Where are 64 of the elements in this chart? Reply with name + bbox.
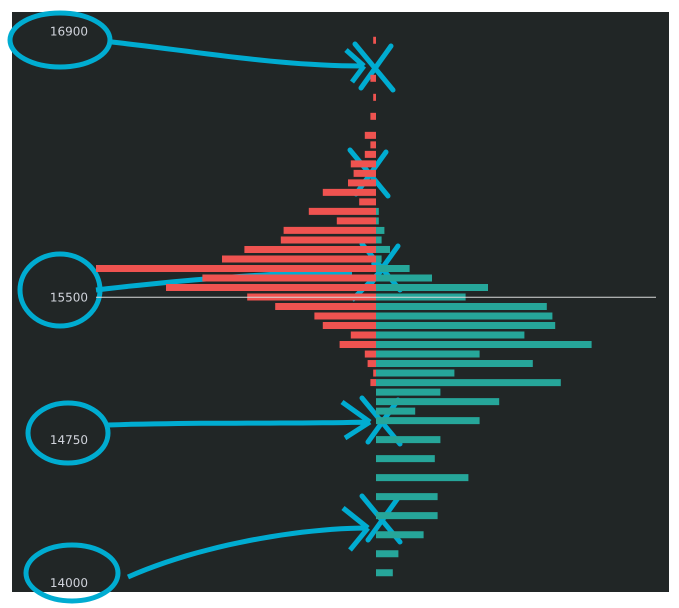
bar: [373, 94, 376, 101]
y-tick-label: 15500: [50, 290, 88, 305]
bar: [376, 360, 533, 368]
bar: [275, 303, 376, 310]
bar: [202, 274, 376, 282]
bar: [376, 531, 424, 538]
bar: [376, 217, 379, 224]
bar: [359, 198, 376, 206]
bar: [376, 312, 552, 320]
bar: [336, 217, 376, 224]
bar: [376, 436, 440, 444]
bar: [376, 255, 382, 262]
bar: [376, 569, 393, 576]
bar: [376, 455, 435, 462]
bar: [376, 417, 480, 424]
bar: [350, 160, 376, 168]
bar: [376, 341, 592, 348]
bar: [348, 179, 376, 186]
bar: [376, 322, 556, 330]
bar: [376, 274, 432, 282]
bar: [370, 141, 376, 148]
bar: [376, 398, 500, 406]
bar: [368, 360, 376, 368]
bar: [364, 150, 376, 158]
bar: [376, 370, 454, 377]
bar: [354, 170, 376, 177]
bar: [350, 332, 376, 339]
bar: [376, 284, 488, 291]
bar: [376, 264, 410, 272]
bar: [376, 226, 384, 234]
bar: [376, 236, 382, 244]
bar: [376, 512, 438, 520]
bar: [376, 388, 440, 396]
bar: [376, 550, 398, 558]
bar: [284, 226, 376, 234]
bar: [373, 370, 376, 377]
bar: [376, 408, 416, 415]
bar: [376, 303, 547, 310]
bar: [166, 284, 376, 291]
bar: [376, 208, 379, 215]
bar: [244, 246, 376, 253]
bar: [376, 474, 468, 482]
y-tick-label: 16900: [50, 24, 88, 38]
bar: [322, 322, 376, 330]
bar: [376, 246, 390, 253]
bar: [376, 379, 561, 386]
bar: [364, 350, 376, 358]
bar: [376, 493, 438, 500]
bar: [370, 112, 376, 120]
bar: [322, 188, 376, 196]
bar: [370, 379, 376, 386]
bar: [340, 341, 376, 348]
bar: [96, 264, 376, 272]
bar: [314, 312, 376, 320]
bar: [308, 208, 376, 215]
bar: [376, 350, 480, 358]
bar: [280, 236, 376, 244]
y-tick-label: 14750: [50, 433, 88, 448]
bar: [373, 36, 376, 44]
bar: [364, 132, 376, 139]
bar: [222, 255, 376, 262]
bar: [370, 74, 376, 82]
bar: [376, 332, 524, 339]
y-tick-label: 14000: [50, 576, 88, 590]
